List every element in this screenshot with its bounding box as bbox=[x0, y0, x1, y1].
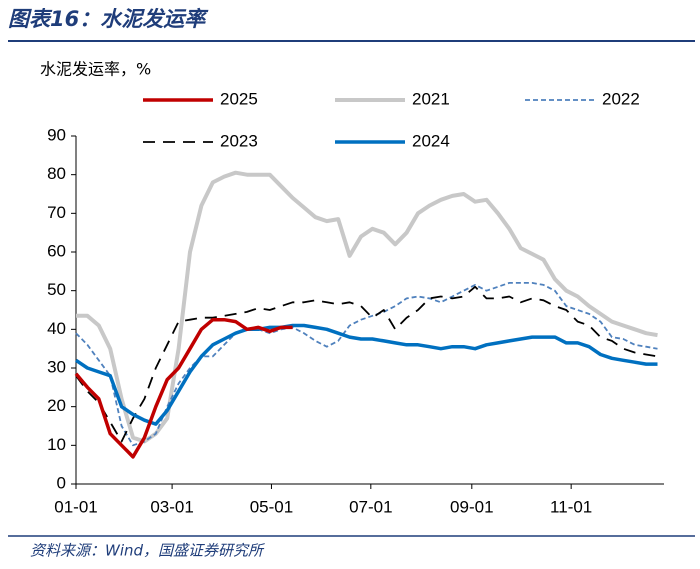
series-line bbox=[76, 170, 658, 444]
legend-label: 2021 bbox=[412, 89, 450, 108]
x-tick-label: 01-01 bbox=[54, 497, 97, 516]
legend-label: 2024 bbox=[412, 131, 450, 150]
legend-label: 2022 bbox=[602, 89, 640, 108]
x-tick-label: 09-01 bbox=[450, 497, 493, 516]
series-line bbox=[75, 323, 658, 426]
y-tick-label: 70 bbox=[47, 203, 66, 222]
x-tick-label: 07-01 bbox=[349, 497, 392, 516]
series-line bbox=[75, 282, 658, 447]
y-tick-label: 40 bbox=[47, 319, 66, 338]
x-tick-label: 03-01 bbox=[150, 497, 193, 516]
y-tick-label: 0 bbox=[57, 473, 66, 492]
y-tick-label: 30 bbox=[47, 357, 66, 376]
series-line bbox=[75, 285, 658, 443]
y-axis-label: 水泥发运率，% bbox=[40, 60, 151, 79]
x-tick-label: 05-01 bbox=[250, 497, 293, 516]
x-tick-label: 11-01 bbox=[550, 497, 592, 516]
chart-title: 图表16：水泥发运率 bbox=[8, 7, 209, 31]
legend-label: 2025 bbox=[220, 89, 258, 108]
series-line bbox=[74, 317, 293, 459]
y-tick-label: 50 bbox=[47, 280, 66, 299]
y-tick-label: 20 bbox=[47, 396, 66, 415]
legend-label: 2023 bbox=[220, 131, 258, 150]
y-tick-label: 90 bbox=[47, 125, 66, 144]
y-tick-label: 60 bbox=[47, 241, 66, 260]
source-note: 资料来源：Wind，国盛证券研究所 bbox=[30, 542, 265, 560]
y-tick-label: 80 bbox=[47, 164, 66, 183]
y-tick-label: 10 bbox=[47, 435, 66, 454]
